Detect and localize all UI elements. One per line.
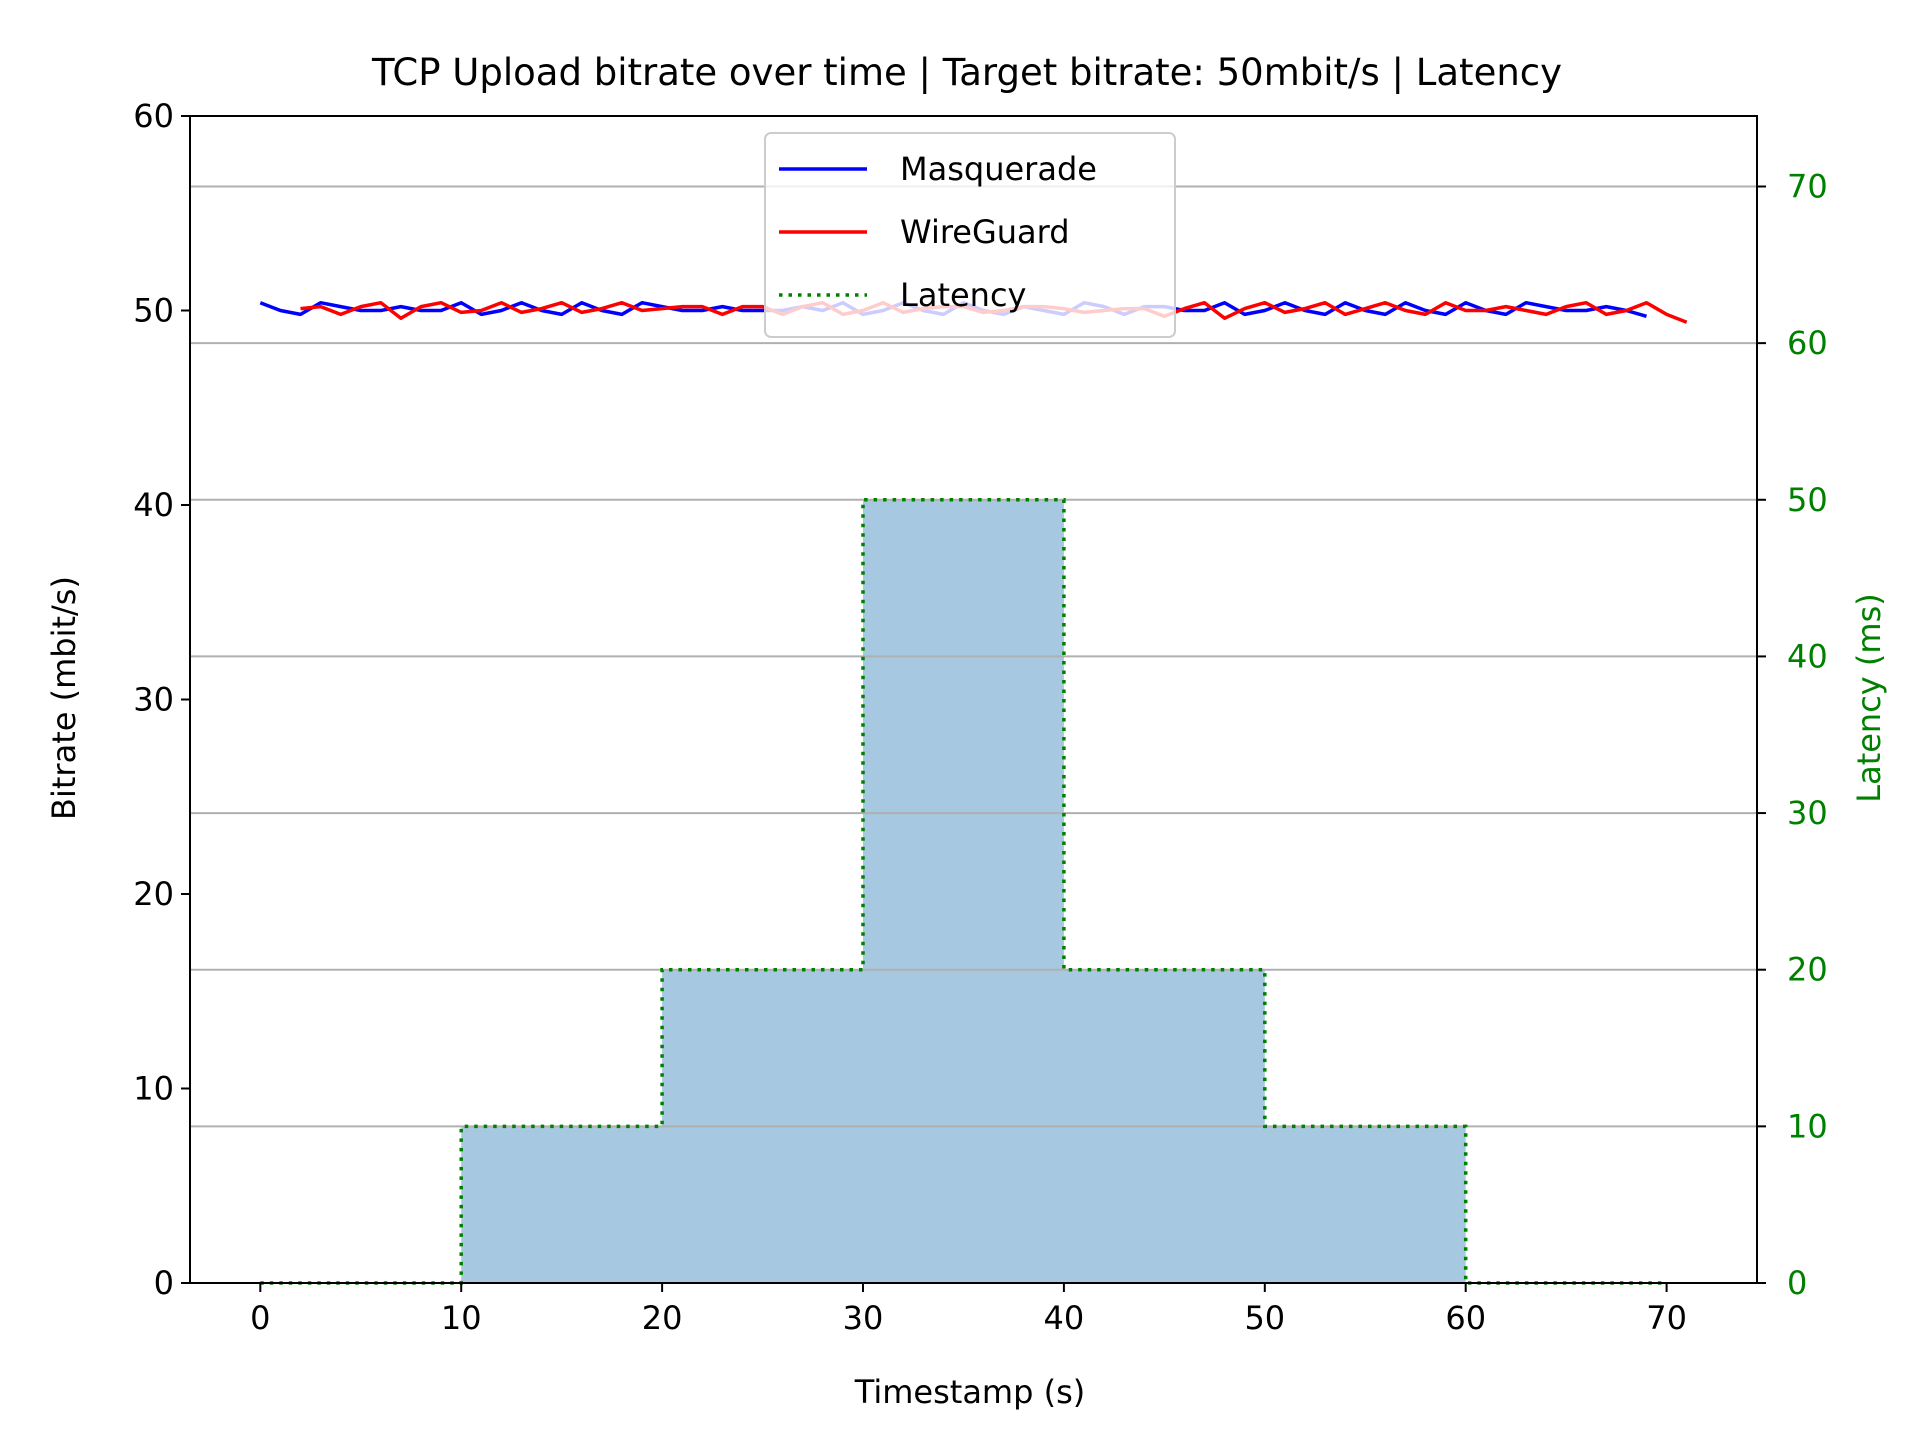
x-tick-label: 60 — [1445, 1299, 1486, 1337]
x-tick-label: 40 — [1044, 1299, 1085, 1337]
y-tick-label: 30 — [133, 681, 174, 719]
x-tick-label: 0 — [250, 1299, 270, 1337]
y2-tick-label: 50 — [1787, 481, 1828, 519]
x-tick-label: 10 — [441, 1299, 482, 1337]
legend: Masquerade WireGuard Latency — [764, 132, 1176, 338]
legend-label-masquerade: Masquerade — [900, 150, 1097, 188]
y-tick-label: 20 — [133, 875, 174, 913]
x-tick-label: 20 — [642, 1299, 683, 1337]
x-axis-label: Timestamp (s) — [854, 1373, 1085, 1411]
y2-tick-label: 0 — [1787, 1264, 1807, 1302]
x-tick-label: 30 — [843, 1299, 884, 1337]
legend-label-latency: Latency — [900, 276, 1026, 314]
x-tick-label: 50 — [1244, 1299, 1285, 1337]
y-tick-label: 50 — [133, 292, 174, 330]
y2-tick-label: 70 — [1787, 167, 1828, 205]
y2-tick-label: 60 — [1787, 324, 1828, 362]
legend-label-wireguard: WireGuard — [900, 213, 1070, 251]
y-tick-label: 0 — [154, 1264, 174, 1302]
y2-tick-label: 30 — [1787, 794, 1828, 832]
x-tick-label: 70 — [1646, 1299, 1687, 1337]
y2-axis-label: Latency (ms) — [1850, 593, 1888, 802]
y-tick-label: 40 — [133, 486, 174, 524]
y-axis-label: Bitrate (mbit/s) — [45, 576, 83, 820]
latency-fill-layer — [260, 499, 1667, 1283]
chart-title: TCP Upload bitrate over time | Target bi… — [371, 51, 1562, 94]
y2-tick-label: 20 — [1787, 951, 1828, 989]
axes-layer: 0 10 20 30 40 50 60 70 0 10 20 30 40 50 60 0 10 20 30 40 50 6… — [133, 97, 1827, 1337]
latency-area-fill — [260, 499, 1667, 1283]
y2-tick-label: 10 — [1787, 1107, 1828, 1145]
y-tick-label: 10 — [133, 1070, 174, 1108]
y2-tick-label: 40 — [1787, 637, 1828, 675]
series-line-latency — [260, 498, 1667, 1285]
legend-box — [764, 132, 1176, 338]
y-tick-label: 60 — [133, 97, 174, 135]
